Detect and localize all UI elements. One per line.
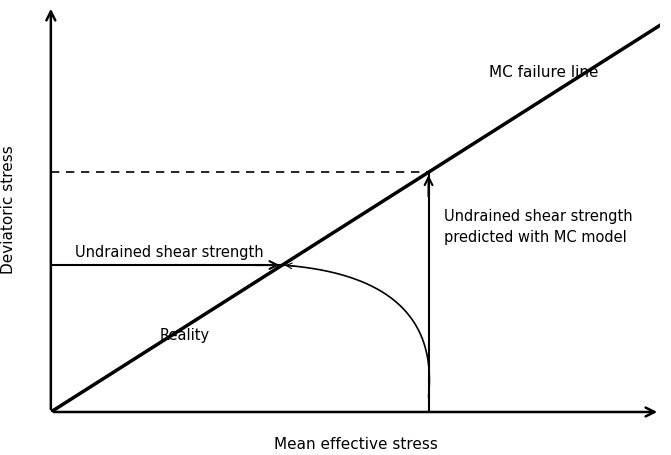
Text: Deviatoric stress: Deviatoric stress: [1, 145, 15, 274]
Text: Undrained shear strength: Undrained shear strength: [75, 245, 264, 260]
Text: MC failure line: MC failure line: [489, 65, 599, 80]
Text: Reality: Reality: [160, 328, 210, 343]
Text: Undrained shear strength
predicted with MC model: Undrained shear strength predicted with …: [444, 209, 632, 245]
Text: Mean effective stress: Mean effective stress: [274, 436, 437, 451]
